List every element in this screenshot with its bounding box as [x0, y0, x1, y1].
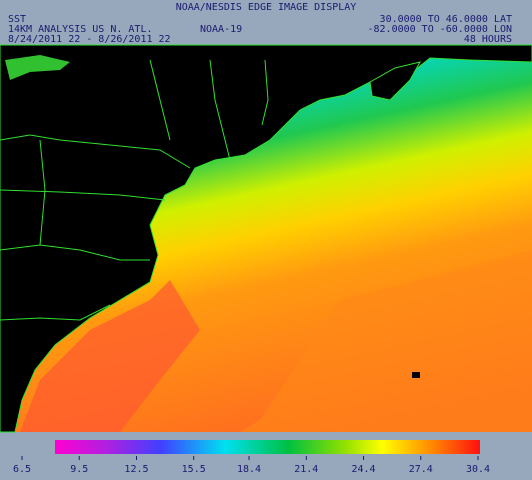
period: 48 HOURS — [464, 34, 512, 45]
tick-label: 27.4 — [409, 464, 433, 475]
state-line — [149, 59, 171, 141]
colorbar — [55, 440, 480, 454]
state-line — [39, 139, 46, 246]
lake — [5, 55, 70, 80]
tick-label: 30.4 — [466, 464, 490, 475]
lon-range: -82.0000 TO -60.0000 LON — [368, 24, 513, 35]
map — [0, 44, 532, 433]
tick-label: 9.5 — [70, 464, 88, 475]
state-line — [0, 304, 111, 321]
lat-range: 30.0000 TO 46.0000 LAT — [380, 14, 512, 25]
tick-label: 6.5 — [13, 464, 31, 475]
state-line — [209, 59, 231, 161]
tick-label: 12.5 — [124, 464, 148, 475]
ocean-warm — [240, 250, 532, 432]
state-line — [0, 134, 191, 169]
state-line — [0, 189, 166, 201]
product: SST — [8, 14, 26, 25]
state-line — [0, 244, 150, 261]
state-line — [261, 59, 269, 126]
dates: 8/24/2011 22 - 8/26/2011 22 — [8, 34, 171, 45]
satellite: NOAA-19 — [200, 24, 242, 35]
tick-label: 24.4 — [351, 464, 375, 475]
analysis: 14KM ANALYSIS US N. ATL. — [8, 24, 153, 35]
tick-label: 21.4 — [294, 464, 318, 475]
tick-label: 15.5 — [182, 464, 206, 475]
nova-scotia — [369, 61, 421, 101]
colorbar-ticks: 6.5 9.5 12.5 15.5 18.4 21.4 24.4 27.4 30.4 — [13, 456, 490, 475]
title: NOAA/NESDIS EDGE IMAGE DISPLAY — [176, 2, 357, 13]
tick-label: 18.4 — [237, 464, 261, 475]
ocean-coastal — [20, 280, 200, 432]
cloud-mask — [412, 372, 420, 378]
